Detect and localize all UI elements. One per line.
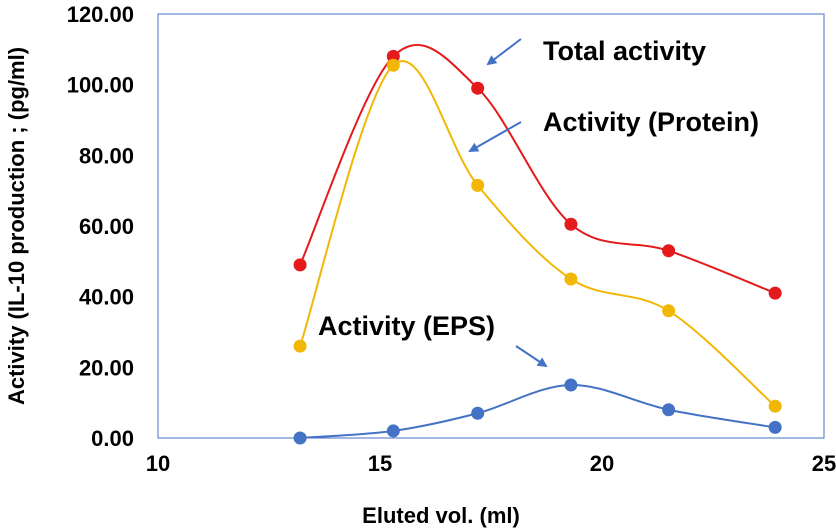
series-line-2: [300, 385, 775, 438]
data-point: [662, 304, 675, 317]
y-tick-label: 0.00: [91, 426, 134, 451]
series-line-0: [300, 45, 775, 293]
series-lines: [300, 45, 775, 438]
data-point: [387, 59, 400, 72]
annotation-arrow: [470, 122, 521, 151]
y-tick-label: 80.00: [79, 143, 134, 168]
x-tick-label: 20: [590, 451, 614, 476]
data-point: [387, 424, 400, 437]
data-point: [294, 340, 307, 353]
x-tick-label: 15: [368, 451, 392, 476]
data-point: [769, 287, 782, 300]
data-point: [564, 273, 577, 286]
data-point: [769, 400, 782, 413]
y-tick-label: 20.00: [79, 355, 134, 380]
data-point: [769, 421, 782, 434]
x-axis-ticks: 10 15 20 25: [146, 451, 836, 476]
annotations: Total activity Activity (Protein) Activity…: [318, 36, 759, 366]
data-point: [471, 82, 484, 95]
data-point: [471, 179, 484, 192]
annotation-arrow: [488, 39, 521, 64]
annotation-label: Activity (Protein): [543, 107, 759, 137]
data-point: [564, 379, 577, 392]
y-tick-label: 60.00: [79, 214, 134, 239]
data-point: [294, 258, 307, 271]
y-tick-label: 120.00: [67, 2, 134, 27]
y-axis-title: Activity (IL-10 production ; (pg/ml): [4, 47, 29, 405]
plot-area-border: [158, 14, 824, 438]
y-axis-ticks: 0.00 20.00 40.00 60.00 80.00 100.00 120.00: [67, 2, 134, 451]
annotation-arrow: [516, 346, 546, 366]
data-point: [662, 403, 675, 416]
data-point: [294, 432, 307, 445]
data-point: [662, 244, 675, 257]
annotation-label: Activity (EPS): [318, 311, 495, 341]
y-tick-label: 100.00: [67, 73, 134, 98]
annotation-label: Total activity: [543, 36, 706, 66]
x-tick-label: 25: [812, 451, 836, 476]
x-axis-title: Eluted vol. (ml): [362, 503, 520, 528]
data-point: [564, 218, 577, 231]
y-tick-label: 40.00: [79, 285, 134, 310]
data-point: [471, 407, 484, 420]
x-tick-label: 10: [146, 451, 170, 476]
